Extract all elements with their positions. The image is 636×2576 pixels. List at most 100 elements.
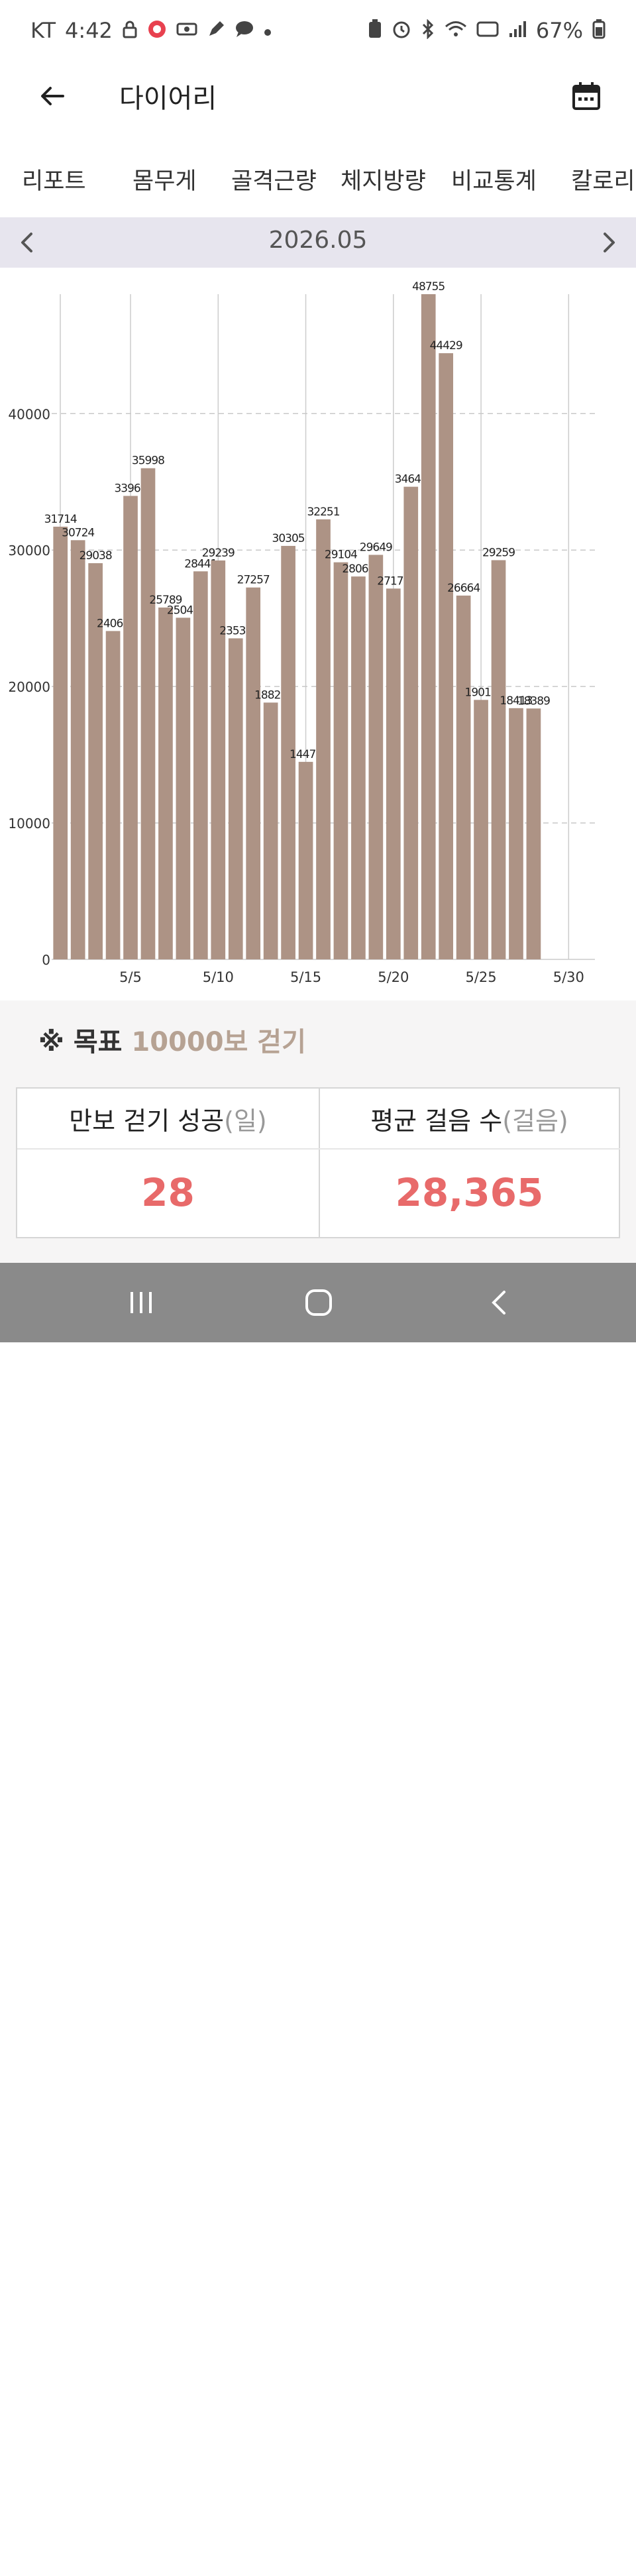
wifi-icon <box>445 20 467 42</box>
bar <box>351 576 366 959</box>
tab-compare-stats[interactable]: 비교통계 <box>451 168 537 195</box>
bar <box>246 587 261 959</box>
bar-value-label: 29259 <box>482 546 515 559</box>
bar-value-label: 25040 <box>167 604 199 617</box>
x-tick-label: 5/10 <box>203 969 234 985</box>
x-tick-label: 5/5 <box>119 969 142 985</box>
lock-icon <box>122 20 138 42</box>
back-nav-icon <box>492 1291 505 1315</box>
home-button[interactable] <box>299 1283 339 1322</box>
more-dot-icon <box>264 21 272 40</box>
bar-value-label: 31714 <box>44 513 77 526</box>
bar <box>88 563 103 959</box>
calendar-icon <box>572 82 600 110</box>
app-header: 다이어리 <box>0 61 636 131</box>
carrier-label: KT <box>30 18 56 43</box>
bar <box>263 702 278 959</box>
bar <box>105 631 121 959</box>
success-days-label: 만보 걷기 성공 <box>69 1106 225 1136</box>
y-tick-label: 30000 <box>8 543 50 559</box>
average-steps-value: 28,365 <box>395 1170 544 1215</box>
bar-value-label: 48755 <box>412 280 445 294</box>
calendar-button[interactable] <box>566 76 607 117</box>
page-title: 다이어리 <box>119 83 217 114</box>
bar-value-label: 29239 <box>202 547 235 560</box>
signal-icon <box>508 20 527 42</box>
y-tick-label: 10000 <box>8 816 50 832</box>
alarm-icon <box>392 19 411 42</box>
bar <box>211 560 226 959</box>
bar <box>474 700 488 959</box>
watermark-domain: .com <box>600 2542 636 2571</box>
bar <box>228 638 243 959</box>
success-days-unit: (일) <box>224 1106 267 1136</box>
tab-muscle[interactable]: 골격근량 <box>231 168 317 195</box>
goal-value: 10000보 <box>131 1027 248 1057</box>
bar <box>403 486 419 959</box>
bar <box>193 571 208 959</box>
average-steps-label: 평균 걸음 수 <box>370 1106 503 1136</box>
bar <box>316 519 331 959</box>
goal-prefix: ※ 목표 <box>38 1027 123 1057</box>
bar-value-label: 24066 <box>97 617 129 630</box>
bar <box>526 708 541 959</box>
bar-value-label: 30305 <box>272 532 305 545</box>
bar-value-label: 32251 <box>307 506 339 519</box>
goal-suffix: 걷기 <box>257 1027 306 1057</box>
recent-apps-icon <box>131 1292 152 1313</box>
arrow-left-icon <box>41 87 64 105</box>
success-days-cell: 만보 걷기 성공 (일) 28 <box>17 1089 320 1237</box>
status-left: KT 4:42 <box>30 18 272 43</box>
watermark-brand: dietshin <box>411 2525 602 2576</box>
bar-value-label: 26664 <box>447 582 480 595</box>
home-icon <box>305 1289 332 1316</box>
tab-report[interactable]: 리포트 <box>22 168 86 195</box>
y-tick-label: 20000 <box>8 679 50 695</box>
system-nav-bar: dietshin.com <box>0 1263 636 2576</box>
back-button[interactable] <box>32 76 73 117</box>
bar-value-label: 28441 <box>184 557 217 570</box>
bar-value-label: 25789 <box>149 594 182 607</box>
bar-value-label: 33969 <box>114 482 146 495</box>
goal-line: ※ 목표 10000보 걷기 <box>38 1020 306 1059</box>
bar <box>281 545 295 959</box>
tab-weight[interactable]: 몸무게 <box>132 168 197 195</box>
bar <box>421 294 436 959</box>
bar <box>140 468 156 959</box>
money-notification-icon <box>176 21 197 41</box>
next-month-button[interactable] <box>594 227 625 258</box>
bar <box>298 761 313 959</box>
bar <box>70 540 85 959</box>
watermark: dietshin.com <box>411 2525 636 2576</box>
bar-value-label: 14477 <box>290 748 322 761</box>
tab-bar: 리포트 몸무게 골격근량 체지방량 비교통계 칼로리 <box>0 152 636 205</box>
status-right: 67% <box>368 18 606 43</box>
clock: 4:42 <box>65 18 113 43</box>
bar-value-label: 28063 <box>342 563 374 576</box>
bar <box>123 496 138 959</box>
recent-apps-button[interactable] <box>121 1283 161 1322</box>
chat-notification-icon <box>235 20 254 42</box>
status-bar: KT 4:42 <box>0 0 636 61</box>
bar-value-label: 30724 <box>62 526 94 539</box>
bar <box>333 562 348 959</box>
tab-calorie[interactable]: 칼로리 <box>571 168 635 195</box>
bar-value-label: 29038 <box>80 549 112 563</box>
bar-value-label: 18413 <box>500 694 532 708</box>
bar-value-label: 18389 <box>517 694 550 708</box>
bar-value-label: 27257 <box>237 574 270 587</box>
success-days-value: 28 <box>141 1170 195 1215</box>
bar-value-label: 44429 <box>430 339 462 352</box>
success-days-header: 만보 걷기 성공 (일) <box>17 1089 319 1150</box>
back-nav-button[interactable] <box>478 1283 518 1322</box>
month-label: 2026.05 <box>268 227 368 254</box>
battery-saver-icon <box>368 19 382 42</box>
chevron-right-icon <box>604 233 615 252</box>
bar-value-label: 18822 <box>254 688 287 702</box>
prev-month-button[interactable] <box>11 227 42 258</box>
bar-value-label: 35998 <box>132 455 164 468</box>
y-tick-label: 0 <box>42 952 50 968</box>
battery-icon <box>592 19 606 42</box>
x-tick-label: 5/20 <box>378 969 409 985</box>
tab-bodyfat[interactable]: 체지방량 <box>341 168 426 195</box>
